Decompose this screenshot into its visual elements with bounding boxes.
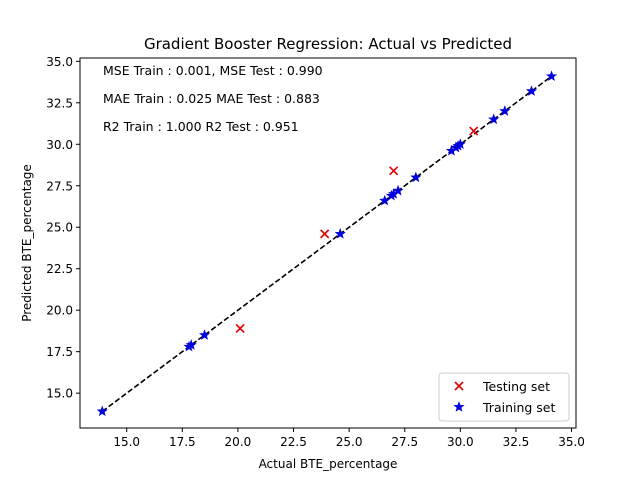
- reference-line: [101, 75, 553, 413]
- x-tick-label: 15.0: [113, 435, 140, 449]
- training-point: [379, 194, 391, 206]
- testing-point-stroke: [469, 126, 479, 136]
- training-point: [525, 85, 538, 96]
- legend-box: [438, 372, 570, 422]
- legend-x-icon: [454, 381, 464, 391]
- annotation-mse: MSE Train : 0.001, MSE Test : 0.990: [103, 63, 323, 78]
- testing-point: [389, 166, 399, 176]
- x-tick-label: 17.5: [169, 435, 196, 449]
- annotation-r2: R2 Train : 1.000 R2 Test : 0.951: [103, 119, 299, 134]
- annotation-mae: MAE Train : 0.025 MAE Test : 0.883: [103, 91, 320, 106]
- y-tick-label: 15.0: [46, 387, 73, 401]
- training-point: [334, 228, 346, 239]
- y-axis-label: Predicted BTE_percentage: [20, 164, 34, 322]
- x-tick-label: 27.5: [391, 435, 418, 449]
- y-tick-label: 20.0: [46, 304, 73, 318]
- training-point: [185, 339, 197, 350]
- x-tick-label: 22.5: [280, 435, 307, 449]
- training-point: [545, 70, 558, 81]
- x-tick-label: 32.5: [503, 435, 530, 449]
- training-point: [392, 184, 404, 196]
- y-tick-label: 32.5: [46, 96, 73, 110]
- training-point: [454, 138, 466, 150]
- training-point: [96, 405, 108, 417]
- x-tick-label: 20.0: [225, 435, 252, 449]
- y-tick-label: 22.5: [46, 262, 73, 276]
- legend-marker-testing: [454, 381, 464, 391]
- testing-point: [320, 229, 330, 239]
- legend-star-icon: [453, 401, 465, 412]
- legend-x-icon-stroke: [454, 381, 464, 391]
- legend: Testing set Training set: [438, 372, 570, 422]
- y-tick-label: 25.0: [46, 221, 73, 235]
- x-axis-label: Actual BTE_percentage: [259, 457, 398, 471]
- chart-title: Gradient Booster Regression: Actual vs P…: [144, 35, 512, 53]
- testing-point-stroke: [235, 323, 245, 334]
- legend-label-testing: Testing set: [482, 379, 550, 394]
- x-tick-label: 35.0: [558, 435, 585, 449]
- y-tick-label: 27.5: [46, 179, 73, 193]
- training-point: [410, 171, 422, 183]
- legend-marker-training: [453, 401, 465, 412]
- y-tick-label: 30.0: [46, 138, 73, 152]
- plot-frame: [79, 57, 577, 429]
- marks-layer: [96, 70, 558, 417]
- x-tick-label: 25.0: [336, 435, 363, 449]
- testing-point: [469, 126, 479, 136]
- tick-layer: 15.0 17.5 20.0 22.5 25.0 27.5 30.0 32.5 35.0 15.0…: [46, 55, 585, 449]
- training-point: [198, 329, 211, 340]
- x-tick-label: 30.0: [447, 435, 474, 449]
- testing-point-stroke: [320, 229, 330, 239]
- y-tick-label: 17.5: [46, 345, 73, 359]
- training-point: [499, 105, 511, 116]
- training-point: [488, 113, 500, 125]
- testing-point-stroke: [389, 166, 399, 176]
- legend-label-training: Training set: [482, 400, 555, 415]
- y-tick-label: 35.0: [46, 55, 73, 69]
- testing-point: [235, 323, 245, 334]
